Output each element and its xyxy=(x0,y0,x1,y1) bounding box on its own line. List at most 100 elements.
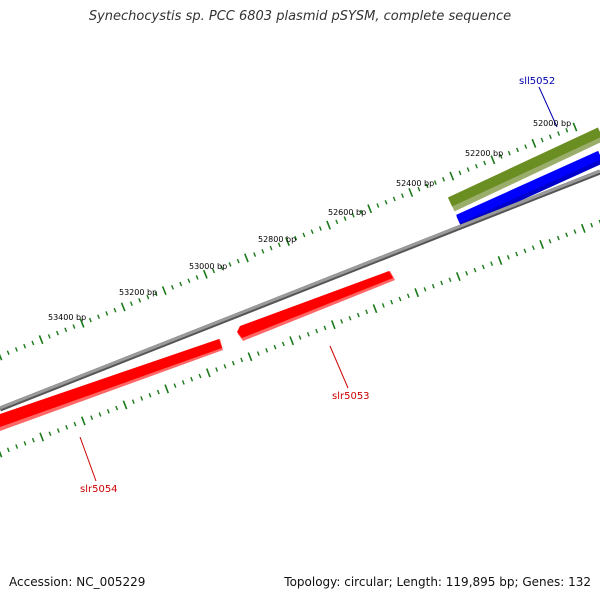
outer-tick-minor xyxy=(187,278,191,284)
outer-tick-major xyxy=(572,122,578,132)
outer-tick-minor xyxy=(269,245,273,251)
outer-tick-minor xyxy=(64,327,68,333)
outer-tick-minor xyxy=(524,144,528,149)
outer-tick-minor xyxy=(474,163,478,169)
outer-tick-minor xyxy=(351,213,355,218)
outer-tick-minor xyxy=(72,324,76,329)
inner-tick-major xyxy=(39,432,45,442)
inner-tick-major xyxy=(539,239,545,249)
outer-tick-minor xyxy=(31,340,35,346)
inner-tick-major xyxy=(414,288,420,298)
inner-tick-minor xyxy=(31,437,35,443)
outer-tick-minor xyxy=(220,265,224,270)
gene-sll5052[interactable] xyxy=(456,150,600,228)
inner-tick-major xyxy=(122,400,128,410)
outer-tick-minor xyxy=(113,307,117,313)
outer-tick-minor xyxy=(483,160,487,166)
outer-tick-minor xyxy=(302,232,306,238)
outer-tick-minor xyxy=(88,317,92,323)
inner-tick-minor xyxy=(556,235,560,241)
inner-tick-minor xyxy=(481,264,485,270)
inner-tick-minor xyxy=(56,428,60,433)
inner-tick-major xyxy=(247,352,253,362)
inner-tick-minor xyxy=(423,287,427,292)
outer-tick-major xyxy=(449,171,455,181)
outer-tick-minor xyxy=(23,343,27,349)
outer-tick-minor xyxy=(310,229,314,234)
outer-tick-minor xyxy=(557,131,561,136)
outer-tick-minor xyxy=(565,127,569,133)
map-title: Synechocystis sp. PCC 6803 plasmid pSYSM… xyxy=(88,9,512,24)
outer-tick-minor xyxy=(335,219,339,225)
leader-slr5053 xyxy=(329,345,349,389)
inner-tick-minor xyxy=(323,325,327,331)
outer-tick-minor xyxy=(253,252,257,257)
inner-tick-minor xyxy=(515,251,519,257)
inner-tick-minor xyxy=(240,357,244,363)
inner-tick-major xyxy=(372,304,378,314)
inner-tick-minor xyxy=(131,399,135,404)
scale-label-52600: 52600 bp xyxy=(328,208,366,217)
inner-tick-minor xyxy=(223,364,227,369)
feature-green-bar[interactable] xyxy=(447,127,600,212)
outer-tick-minor xyxy=(236,258,240,264)
outer-tick-minor xyxy=(97,314,101,320)
inner-tick-minor xyxy=(465,271,469,276)
inner-tick-minor xyxy=(390,299,394,305)
inner-tick-minor xyxy=(115,405,119,411)
outer-tick-minor xyxy=(261,249,265,254)
outer-tick-minor xyxy=(417,186,421,192)
inner-tick-minor xyxy=(306,331,310,337)
inner-tick-minor xyxy=(490,261,494,267)
inner-tick-minor xyxy=(265,348,269,353)
outer-tick-minor xyxy=(294,235,298,241)
inner-tick-minor xyxy=(181,380,185,385)
inner-tick-minor xyxy=(298,335,302,340)
inner-tick-major xyxy=(0,450,3,458)
scale-label-53200: 53200 bp xyxy=(119,288,157,297)
outer-tick-minor xyxy=(425,183,429,189)
inner-tick-major xyxy=(164,384,170,394)
leader-sll5052 xyxy=(538,86,558,128)
outer-tick-minor xyxy=(499,154,503,159)
inner-tick-minor xyxy=(448,277,452,283)
outer-tick-major xyxy=(490,155,496,165)
gene-slr5053[interactable] xyxy=(237,271,395,341)
inner-tick-minor xyxy=(340,319,344,324)
gene-slr5054[interactable] xyxy=(0,339,223,431)
inner-tick-minor xyxy=(590,222,594,228)
inner-tick-minor xyxy=(15,444,19,449)
outer-tick-major xyxy=(202,269,208,279)
inner-tick-minor xyxy=(281,341,285,347)
inner-tick-minor xyxy=(356,312,360,318)
outer-tick-minor xyxy=(277,242,281,248)
outer-tick-major xyxy=(326,220,331,230)
outer-tick-minor xyxy=(228,262,232,267)
outer-tick-minor xyxy=(359,209,363,215)
inner-tick-major xyxy=(580,223,586,233)
outer-tick-minor xyxy=(138,298,142,303)
inner-tick-minor xyxy=(565,232,569,238)
outer-tick-major xyxy=(244,253,249,263)
inner-tick-minor xyxy=(65,425,69,430)
inner-tick-minor xyxy=(148,392,152,398)
outer-tick-minor xyxy=(401,193,404,199)
outer-tick-minor xyxy=(442,177,446,182)
outer-tick-minor xyxy=(146,294,150,300)
inner-tick-minor xyxy=(273,344,277,350)
outer-tick-minor xyxy=(154,291,158,297)
leader-slr5054 xyxy=(79,436,97,482)
outer-tick-minor xyxy=(212,268,216,274)
outer-tick-minor xyxy=(14,347,18,352)
inner-tick-major xyxy=(289,336,295,346)
outer-tick-minor xyxy=(376,203,380,208)
inner-tick-minor xyxy=(23,441,27,446)
inner-tick-minor xyxy=(98,412,102,417)
inner-tick-major xyxy=(455,272,461,282)
inner-tick-minor xyxy=(215,367,219,372)
inner-tick-minor xyxy=(348,315,352,321)
outer-tick-minor xyxy=(179,281,183,287)
outer-tick-minor xyxy=(318,226,322,231)
inner-tick-minor xyxy=(315,328,319,334)
outer-tick-minor xyxy=(458,170,462,176)
